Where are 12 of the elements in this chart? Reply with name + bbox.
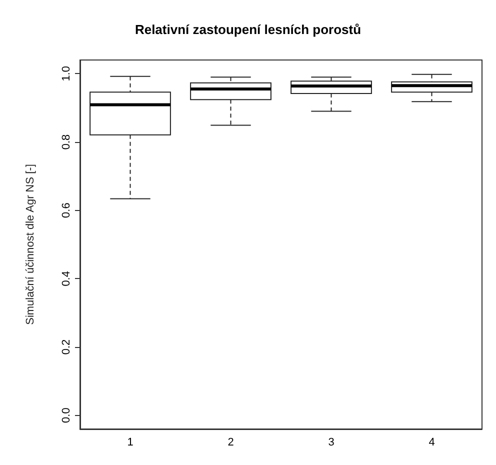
x-tick-label: 1 — [127, 436, 134, 448]
x-tick-label: 4 — [428, 436, 435, 448]
y-tick-label: 0.4 — [60, 271, 72, 286]
y-axis-title: Simulační účinnost dle Agr NS [-] — [24, 164, 36, 325]
y-tick-label: 0.2 — [60, 339, 72, 355]
y-tick-label: 0.6 — [60, 202, 72, 218]
y-tick-label: 0.0 — [60, 408, 72, 423]
x-tick-label: 2 — [228, 436, 234, 448]
chart-title: Relativní zastoupení lesních porostů — [134, 22, 362, 37]
y-tick-label: 1.0 — [60, 66, 72, 82]
y-tick-label: 0.8 — [60, 134, 72, 150]
x-tick-label: 3 — [328, 436, 334, 448]
